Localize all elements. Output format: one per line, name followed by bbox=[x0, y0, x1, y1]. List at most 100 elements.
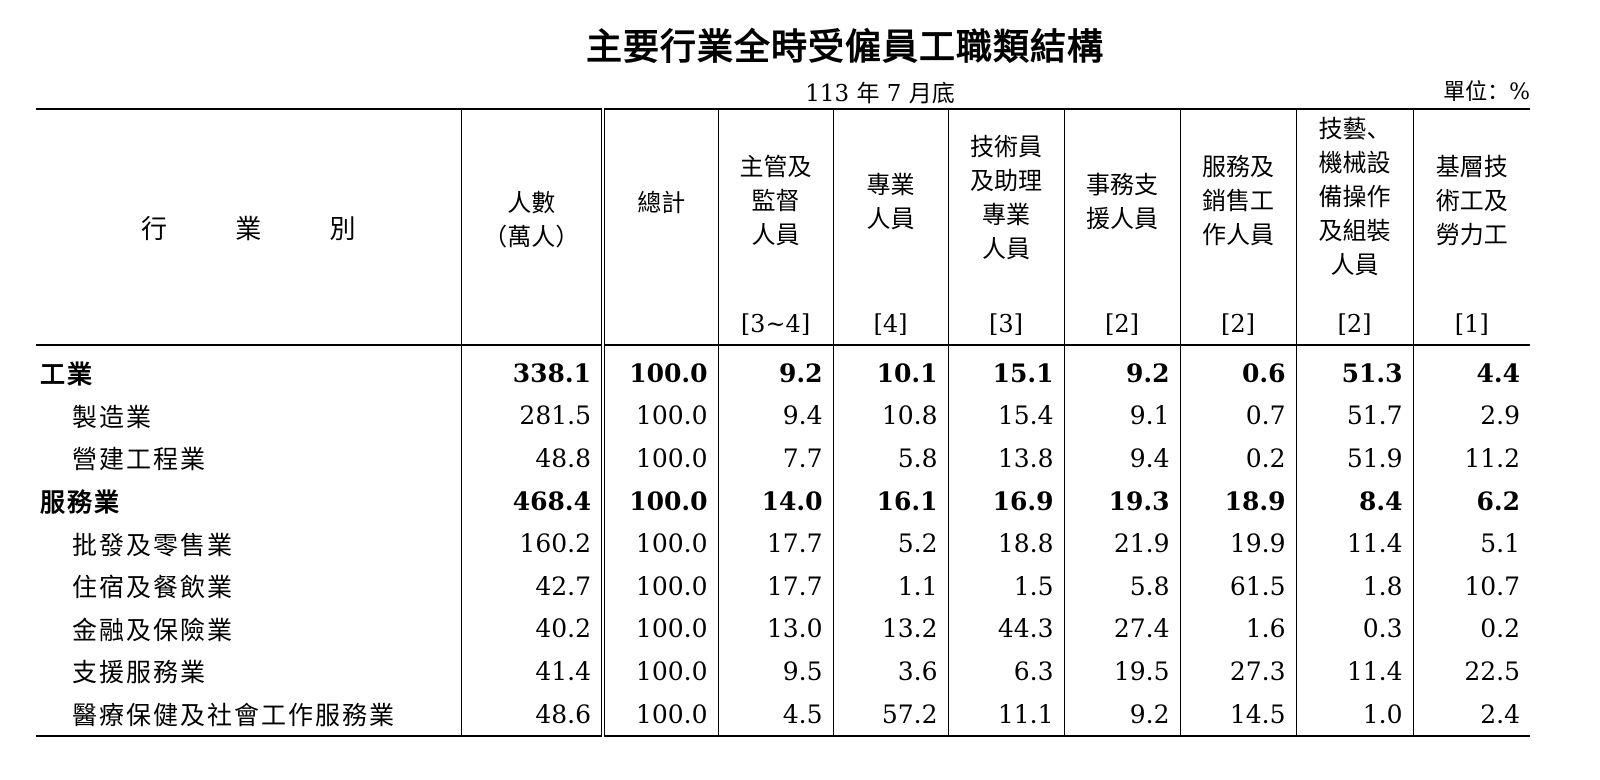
table-row: 批發及零售業 160.2 100.0 17.7 5.2 18.8 21.9 19.9 11.4 5… bbox=[36, 522, 1530, 565]
report-date: 113 年 7 月底 bbox=[805, 81, 955, 107]
table-cell: 9.2 bbox=[1063, 692, 1180, 737]
table-cell: 10.1 bbox=[832, 345, 948, 395]
table-cell: 13.8 bbox=[947, 437, 1064, 480]
industry-name: 服務業 bbox=[40, 488, 122, 518]
table-cell: 19.3 bbox=[1063, 479, 1180, 523]
column-header-8: 基層技 術工及 勞力工 [1] bbox=[1412, 109, 1530, 346]
industry-name: 支援服務業 bbox=[72, 658, 208, 688]
table-cell: 100.0 bbox=[601, 650, 718, 693]
table-cell: 19.9 bbox=[1179, 522, 1296, 565]
table-cell: 100.0 bbox=[601, 564, 718, 608]
column-header-label: 服務及 銷售工 作人員 bbox=[1202, 153, 1274, 249]
industry-name: 金融及保險業 bbox=[72, 615, 235, 645]
table-cell: 9.1 bbox=[1063, 394, 1180, 438]
table-cell: 7.7 bbox=[717, 437, 833, 480]
table-cell: 27.3 bbox=[1179, 650, 1296, 693]
column-header-6: 服務及 銷售工 作人員 [2] bbox=[1179, 109, 1296, 346]
column-header-label: 技術員 及助理 專業 人員 bbox=[970, 133, 1042, 263]
table-cell: 14.0 bbox=[717, 479, 833, 523]
industry-column-header: 行 業 別 bbox=[36, 109, 461, 346]
table-cell: 5.8 bbox=[832, 437, 948, 480]
table-cell: 4.4 bbox=[1412, 345, 1530, 395]
table-cell: 5.8 bbox=[1063, 564, 1180, 608]
table-row: 住宿及餐飲業 42.7 100.0 17.7 1.1 1.5 5.8 61.5 1.8 10.7 bbox=[36, 564, 1530, 608]
table-cell: 19.5 bbox=[1063, 650, 1180, 693]
table-row: 工業 338.1 100.0 9.2 10.1 15.1 9.2 0.6 51.3 4.4 bbox=[36, 345, 1530, 395]
table-cell: 15.1 bbox=[947, 345, 1064, 395]
table-row: 營建工程業 48.8 100.0 7.7 5.8 13.8 9.4 0.2 51.9 11.2 bbox=[36, 437, 1530, 480]
column-header-2: 主管及 監督 人員 [3~4] bbox=[717, 109, 833, 346]
table-cell: 9.2 bbox=[1063, 345, 1180, 395]
table-cell: 6.3 bbox=[947, 650, 1064, 693]
column-header-label: 總計 bbox=[637, 189, 686, 217]
table-cell: 15.4 bbox=[947, 394, 1064, 438]
table-cell: 9.4 bbox=[1063, 437, 1180, 480]
table-cell: 5.1 bbox=[1412, 522, 1530, 565]
industry-name: 營建工程業 bbox=[72, 445, 208, 475]
table-cell: 17.7 bbox=[717, 564, 833, 608]
table-cell: 51.7 bbox=[1295, 394, 1413, 438]
column-header-label: 人數 （萬人） bbox=[483, 189, 580, 251]
column-header-7: 技藝、 機械設 備操作 及組裝 人員 [2] bbox=[1295, 109, 1413, 346]
column-header-label: 事務支 援人員 bbox=[1086, 171, 1158, 233]
table-cell: 11.1 bbox=[947, 692, 1064, 737]
table-cell: 9.2 bbox=[717, 345, 833, 395]
table-cell: 1.5 bbox=[947, 564, 1064, 608]
table-cell: 21.9 bbox=[1063, 522, 1180, 565]
table-cell: 1.8 bbox=[1295, 564, 1413, 608]
table-cell: 2.9 bbox=[1412, 394, 1530, 438]
table-cell: 0.3 bbox=[1295, 607, 1413, 651]
table-cell: 9.5 bbox=[717, 650, 833, 693]
table-cell: 13.0 bbox=[717, 607, 833, 651]
table-row: 支援服務業 41.4 100.0 9.5 3.6 6.3 19.5 27.3 11.4 22.5 bbox=[36, 650, 1530, 693]
table-cell: 0.6 bbox=[1179, 345, 1296, 395]
table-cell: 16.9 bbox=[947, 479, 1064, 523]
table-cell: 6.2 bbox=[1412, 479, 1530, 523]
table-cell: 22.5 bbox=[1412, 650, 1530, 693]
table-cell: 100.0 bbox=[601, 522, 718, 565]
column-header-label: 技藝、 機械設 備操作 及組裝 人員 bbox=[1318, 115, 1391, 279]
table-cell: 1.6 bbox=[1179, 607, 1296, 651]
column-header-1: 總計 bbox=[601, 109, 718, 346]
page-title: 主要行業全時受僱員工職類結構 bbox=[585, 27, 1104, 68]
table-row: 醫療保健及社會工作服務業 48.6 100.0 4.5 57.2 11.1 9.2 14.5 1… bbox=[36, 692, 1530, 737]
table-cell: 10.8 bbox=[832, 394, 948, 438]
column-header-code: [3~4] bbox=[740, 310, 811, 338]
table-cell: 57.2 bbox=[832, 692, 948, 737]
table-cell: 0.2 bbox=[1412, 607, 1530, 651]
table-cell: 11.4 bbox=[1295, 522, 1413, 565]
column-header-label: 專業 人員 bbox=[866, 171, 915, 233]
table-cell: 1.1 bbox=[832, 564, 948, 608]
table-cell: 42.7 bbox=[460, 564, 603, 608]
table-cell: 18.8 bbox=[947, 522, 1064, 565]
column-header-code: [2] bbox=[1221, 310, 1255, 338]
industry-name: 住宿及餐飲業 bbox=[72, 573, 235, 603]
table-cell: 281.5 bbox=[460, 394, 603, 438]
table-cell: 0.2 bbox=[1179, 437, 1296, 480]
table-cell: 17.7 bbox=[717, 522, 833, 565]
table-cell: 3.6 bbox=[832, 650, 948, 693]
table-cell: 100.0 bbox=[601, 607, 718, 651]
table-row: 製造業 281.5 100.0 9.4 10.8 15.4 9.1 0.7 51.7 2.9 bbox=[36, 394, 1530, 438]
table-cell: 51.3 bbox=[1295, 345, 1413, 395]
column-header-code: [4] bbox=[873, 310, 908, 338]
table-header-row: 行 業 別 人數 （萬人） 總計 主管及 監督 人員 [3~4] 專業 人員 [4] 技術員… bbox=[36, 109, 1530, 346]
table-cell: 1.0 bbox=[1295, 692, 1413, 737]
table-cell: 338.1 bbox=[460, 345, 603, 395]
table-cell: 10.7 bbox=[1412, 564, 1530, 608]
table-cell: 100.0 bbox=[601, 394, 718, 438]
column-header-code: [1] bbox=[1454, 310, 1489, 338]
table-cell: 9.4 bbox=[717, 394, 833, 438]
column-header-label: 基層技 術工及 勞力工 bbox=[1435, 153, 1508, 249]
table-cell: 14.5 bbox=[1179, 692, 1296, 737]
column-header-4: 技術員 及助理 專業 人員 [3] bbox=[947, 109, 1064, 346]
table-cell: 44.3 bbox=[947, 607, 1064, 651]
table-cell: 0.7 bbox=[1179, 394, 1296, 438]
table-cell: 27.4 bbox=[1063, 607, 1180, 651]
occupation-structure-table: 行 業 別 人數 （萬人） 總計 主管及 監督 人員 [3~4] 專業 人員 [4] 技術員… bbox=[36, 108, 1530, 738]
column-header-3: 專業 人員 [4] bbox=[832, 109, 948, 346]
industry-name: 工業 bbox=[40, 360, 95, 390]
unit-label: 單位：% bbox=[1443, 80, 1530, 105]
table-body: 工業 338.1 100.0 9.2 10.1 15.1 9.2 0.6 51.3 4.4 製造業 2… bbox=[36, 345, 1530, 737]
table-cell: 16.1 bbox=[832, 479, 948, 523]
